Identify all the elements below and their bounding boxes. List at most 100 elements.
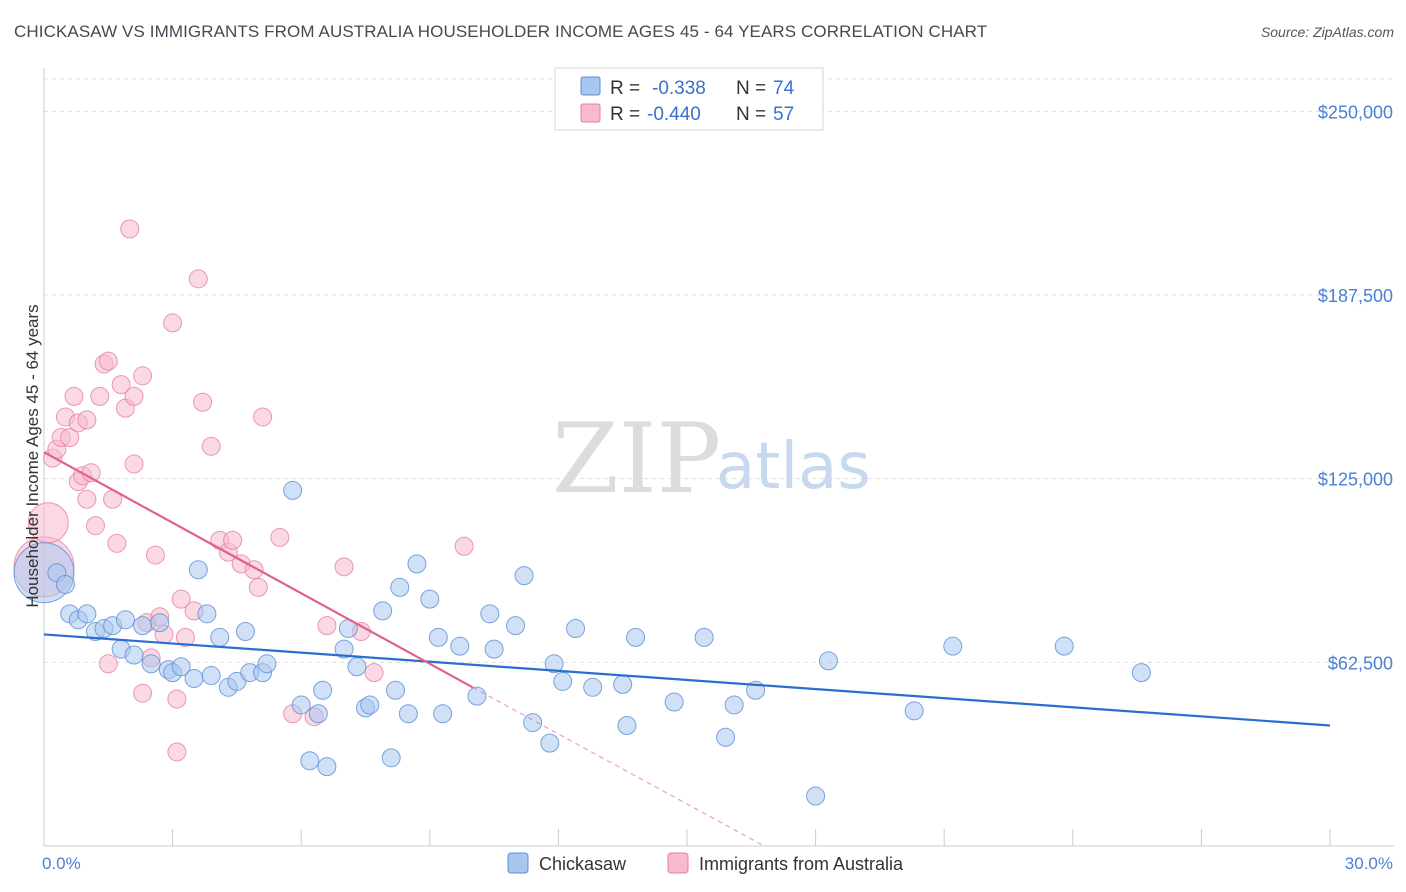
chickasaw-point — [450, 636, 470, 656]
chickasaw-point — [184, 668, 204, 688]
immigrants-point — [201, 436, 221, 456]
immigrants-point — [270, 527, 290, 547]
chickasaw-point — [257, 654, 277, 674]
immigrants-point — [64, 386, 84, 406]
legend-swatch-chickasaw — [580, 76, 601, 96]
chickasaw-point — [664, 692, 684, 712]
chickasaw-point — [420, 589, 440, 609]
chickasaw-point — [484, 639, 504, 659]
chickasaw-point — [904, 701, 924, 721]
y-tick-label: $250,000 — [1318, 102, 1393, 122]
x-axis-ticks: 0.0% 30.0% — [42, 854, 1393, 873]
chickasaw-point — [210, 627, 230, 647]
immigrants-point — [90, 386, 110, 406]
chickasaw-point — [390, 577, 410, 597]
watermark: ZIP atlas — [552, 403, 871, 515]
chickasaw-point — [308, 704, 328, 724]
chickasaw-point — [428, 627, 448, 647]
immigrants-point — [133, 366, 153, 386]
axes — [43, 68, 1394, 847]
immigrants-point — [223, 530, 243, 550]
chickasaw-point — [188, 560, 208, 580]
chickasaw-point — [818, 651, 838, 671]
immigrants-point — [107, 533, 127, 553]
chickasaw-point — [291, 695, 311, 715]
chickasaw-point — [150, 613, 170, 633]
immigrants-point — [167, 742, 187, 762]
immigrants-point — [124, 386, 144, 406]
chickasaw-point — [626, 627, 646, 647]
immigrants-point — [98, 351, 118, 371]
legend-n-label: N = — [736, 78, 766, 99]
chickasaw-point — [201, 666, 221, 686]
chickasaw-point — [334, 639, 354, 659]
immigrants-point — [111, 375, 131, 395]
legend-r-value: -0.440 — [647, 104, 701, 125]
y-tick-label: $62,500 — [1328, 653, 1393, 673]
immigrants-point — [188, 269, 208, 289]
chickasaw-point — [124, 645, 144, 665]
chickasaw-point — [360, 695, 380, 715]
immigrants-point — [193, 392, 213, 412]
legend-r-label: R = — [610, 104, 640, 125]
x-tick-label-min: 0.0% — [42, 854, 81, 873]
immigrants-point — [145, 545, 165, 565]
legend-r-value: -0.338 — [652, 78, 706, 99]
chickasaw-point — [300, 751, 320, 771]
chickasaw-point — [407, 554, 427, 574]
chickasaw-point — [583, 677, 603, 697]
chickasaw-point — [283, 480, 303, 500]
chickasaw-point — [480, 604, 500, 624]
chickasaw-point — [1054, 636, 1074, 656]
trend-lines — [43, 451, 1331, 847]
immigrants-point — [454, 536, 474, 556]
y-axis-label: Householder Income Ages 45 - 64 years — [23, 304, 42, 607]
chickasaw-point — [386, 680, 406, 700]
chickasaw-point — [523, 713, 543, 733]
series-chickasaw-points — [13, 480, 1151, 806]
chickasaw-point — [55, 574, 75, 594]
chickasaw-point — [943, 636, 963, 656]
chickasaw-trend-line — [43, 633, 1331, 727]
chickasaw-point — [317, 757, 337, 777]
chickasaw-point — [398, 704, 418, 724]
immigrants-point — [77, 410, 97, 430]
chickasaw-point — [77, 604, 97, 624]
chickasaw-point — [553, 671, 573, 691]
immigrants-point — [163, 313, 183, 333]
y-tick-label: $125,000 — [1318, 470, 1393, 490]
bottom-legend-label-immigrants: Immigrants from Australia — [699, 854, 904, 874]
immigrants-point — [364, 663, 384, 683]
chickasaw-point — [133, 616, 153, 636]
legend-n-value: 74 — [773, 78, 795, 99]
chickasaw-point — [1131, 663, 1151, 683]
chickasaw-point — [617, 716, 637, 736]
source-credit: Source: ZipAtlas.com — [1260, 24, 1394, 40]
chickasaw-point — [235, 621, 255, 641]
immigrants-point — [120, 219, 140, 239]
watermark-atlas: atlas — [716, 430, 871, 504]
legend-r-label: R = — [610, 78, 640, 99]
legend-n-label: N = — [736, 104, 766, 125]
x-tick-label-max: 30.0% — [1345, 854, 1393, 873]
y-axis-ticks: $62,500 $125,000 $187,500 $250,000 — [1318, 102, 1393, 673]
legend-swatch-immigrants — [580, 103, 601, 123]
immigrants-point — [85, 516, 105, 536]
immigrants-point — [60, 428, 80, 448]
immigrants-point — [171, 589, 191, 609]
chickasaw-point — [197, 604, 217, 624]
immigrants-point — [98, 654, 118, 674]
watermark-zip: ZIP — [552, 403, 721, 515]
bottom-legend-label-chickasaw: Chickasaw — [539, 854, 627, 874]
immigrants-point — [133, 683, 153, 703]
chickasaw-point — [544, 654, 564, 674]
immigrants-point — [167, 689, 187, 709]
immigrants-point — [124, 454, 144, 474]
immigrants-point — [248, 577, 268, 597]
chickasaw-point — [540, 733, 560, 753]
chickasaw-point — [115, 610, 135, 630]
chickasaw-point — [694, 627, 714, 647]
chickasaw-point — [514, 566, 534, 586]
chickasaw-point — [716, 727, 736, 747]
